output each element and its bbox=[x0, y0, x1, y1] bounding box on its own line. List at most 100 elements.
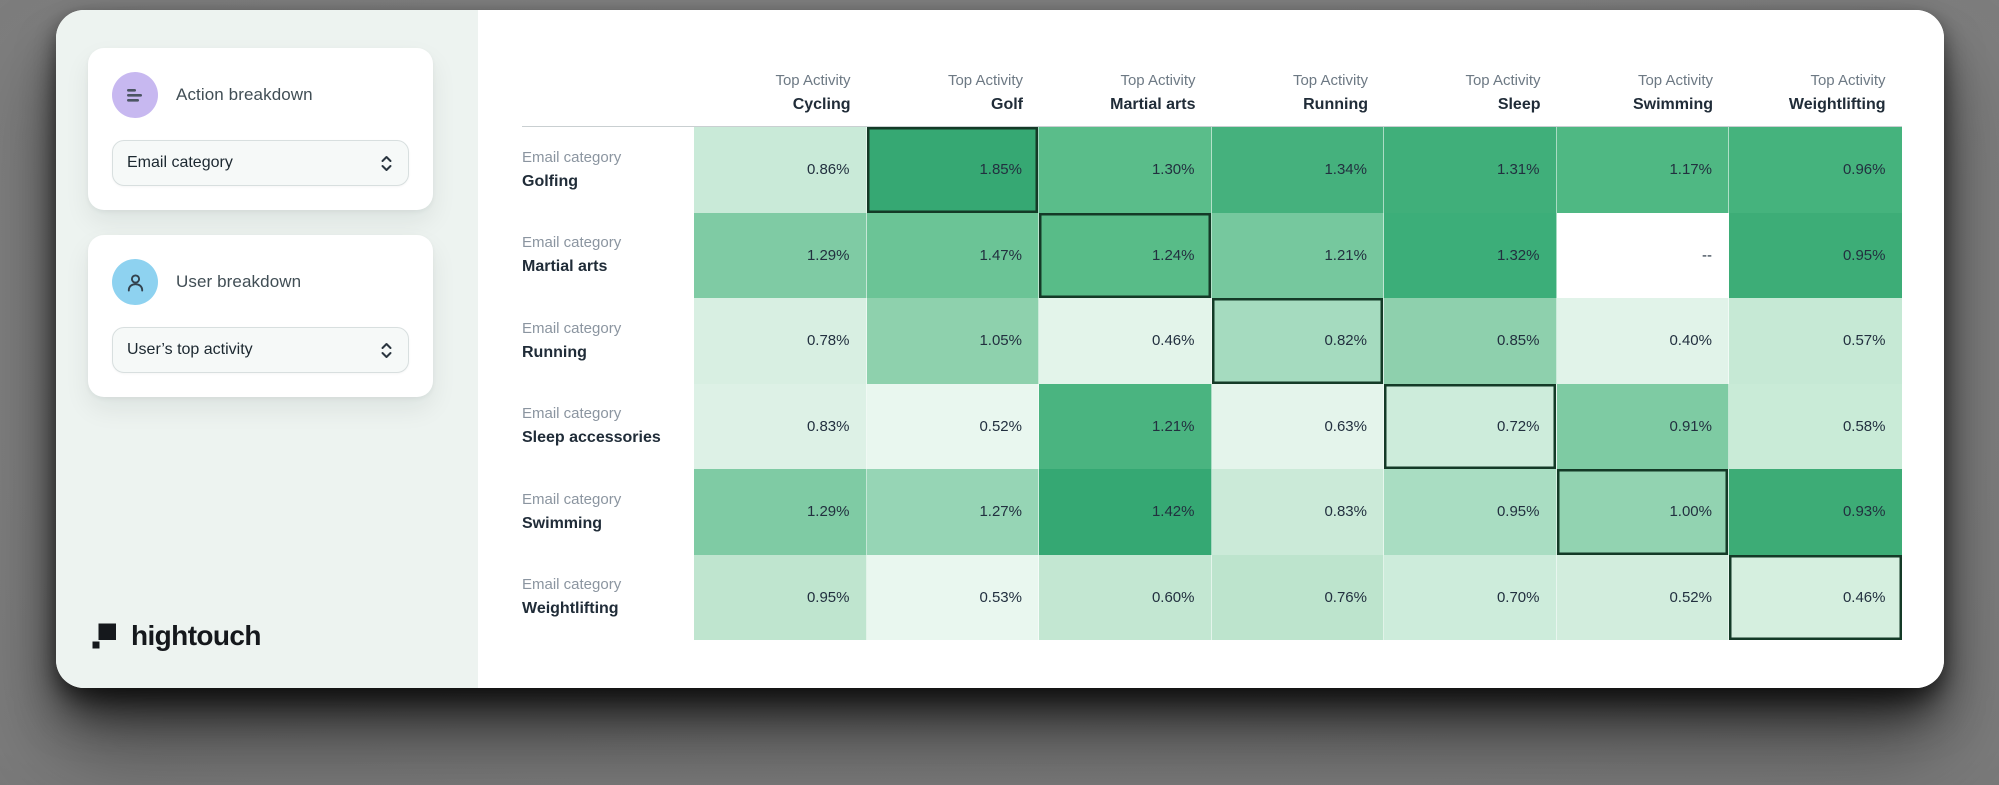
hightouch-logo: hightouch bbox=[90, 620, 262, 652]
user-activity-select[interactable]: User’s top activity bbox=[112, 327, 409, 373]
panel-title-action: Action breakdown bbox=[176, 85, 313, 104]
heatmap-cell[interactable]: 0.95% bbox=[694, 554, 867, 640]
logo-wordmark: hightouch bbox=[131, 620, 262, 651]
cell-value: 1.34% bbox=[1324, 161, 1367, 179]
row-label: Email category Running bbox=[522, 298, 694, 384]
row-label-prefix: Email category bbox=[522, 319, 622, 337]
user-breakdown-panel: User breakdown User’s top activity bbox=[88, 235, 433, 397]
heatmap-cell[interactable]: 0.57% bbox=[1729, 298, 1902, 384]
cell-value: 1.31% bbox=[1496, 161, 1540, 179]
user-select-value: User’s top activity bbox=[127, 341, 253, 358]
logo-flag-icon bbox=[92, 623, 116, 649]
heatmap-cell[interactable]: 0.52% bbox=[866, 383, 1039, 469]
heatmap-cell[interactable]: 0.83% bbox=[1211, 469, 1384, 555]
col-header-prefix: Top Activity bbox=[1810, 72, 1886, 89]
col-header-name: Swimming bbox=[1632, 96, 1713, 113]
heatmap-cell[interactable]: 0.76% bbox=[1211, 554, 1384, 640]
row-label-prefix: Email category bbox=[522, 234, 622, 252]
col-header-name: Cycling bbox=[792, 96, 851, 113]
heatmap-cell[interactable]: 1.31% bbox=[1384, 127, 1557, 213]
heatmap-cell[interactable]: 0.40% bbox=[1556, 298, 1729, 384]
col-header-prefix: Top Activity bbox=[1120, 72, 1196, 89]
cell-value: 0.52% bbox=[979, 417, 1022, 435]
heatmap-cell[interactable]: 0.85% bbox=[1384, 298, 1557, 384]
col-header-name: Sleep bbox=[1497, 96, 1541, 113]
heatmap-cell[interactable]: 1.34% bbox=[1211, 127, 1384, 213]
heatmap-cell[interactable]: 1.85% bbox=[866, 127, 1039, 213]
heatmap-cell[interactable]: 1.47% bbox=[866, 212, 1039, 298]
heatmap-cell[interactable]: 0.95% bbox=[1384, 469, 1557, 555]
heatmap-cell[interactable]: 0.95% bbox=[1729, 212, 1902, 298]
heatmap-cell[interactable]: 1.27% bbox=[866, 469, 1039, 555]
heatmap-cell[interactable]: 0.82% bbox=[1211, 298, 1384, 384]
col-header-prefix: Top Activity bbox=[1292, 72, 1368, 89]
heatmap: Top Activity Cycling Top Activity Golf Top A… bbox=[522, 39, 1902, 640]
row-label: Email category Golfing bbox=[522, 127, 694, 213]
cell-value: 0.76% bbox=[1324, 588, 1367, 606]
heatmap-cell[interactable]: 1.21% bbox=[1039, 383, 1212, 469]
heatmap-cell[interactable]: 1.05% bbox=[866, 298, 1039, 384]
heatmap-cell[interactable]: 1.29% bbox=[694, 469, 867, 555]
row-label-name: Martial arts bbox=[522, 258, 608, 276]
heatmap-cell[interactable]: 0.52% bbox=[1556, 554, 1729, 640]
heatmap-cell[interactable]: 0.46% bbox=[1039, 298, 1212, 384]
cell-value: 0.60% bbox=[1151, 588, 1195, 606]
col-header-prefix: Top Activity bbox=[775, 72, 851, 89]
cell-value: 0.53% bbox=[979, 588, 1022, 606]
cell-value: 0.93% bbox=[1842, 503, 1886, 521]
cell-value: 0.78% bbox=[806, 332, 850, 350]
heatmap-cell[interactable]: 0.78% bbox=[694, 298, 867, 384]
heatmap-cell[interactable]: 0.86% bbox=[694, 127, 867, 213]
cell-value: 0.95% bbox=[806, 588, 850, 606]
cell-value: 0.46% bbox=[1842, 588, 1886, 606]
cell-value: 0.58% bbox=[1842, 417, 1886, 435]
heatmap-cell[interactable]: 0.60% bbox=[1039, 554, 1212, 640]
heatmap-cell[interactable]: 1.17% bbox=[1556, 127, 1729, 213]
col-header-name: Golf bbox=[991, 96, 1023, 113]
heatmap-cell[interactable]: 0.70% bbox=[1384, 554, 1557, 640]
cell-value: 0.91% bbox=[1669, 417, 1712, 435]
heatmap-cell[interactable]: 1.21% bbox=[1211, 212, 1384, 298]
col-header: Top Activity Sleep bbox=[1384, 39, 1557, 127]
heatmap-cell[interactable]: 1.42% bbox=[1039, 469, 1212, 555]
heatmap-cell[interactable]: 1.29% bbox=[694, 212, 867, 298]
heatmap-cell[interactable]: 0.83% bbox=[694, 383, 867, 469]
row-label-prefix: Email category bbox=[522, 405, 622, 423]
action-breakdown-panel: Action breakdown Email category bbox=[88, 48, 433, 210]
heatmap-cell[interactable]: 0.53% bbox=[866, 554, 1039, 640]
cell-value: 0.40% bbox=[1669, 332, 1712, 350]
action-list-icon bbox=[112, 72, 158, 118]
row-label-name: Weightlifting bbox=[522, 600, 619, 618]
action-category-select[interactable]: Email category bbox=[112, 140, 409, 186]
col-header: Top Activity Running bbox=[1211, 39, 1384, 127]
panel-title-user: User breakdown bbox=[176, 272, 302, 291]
heatmap-cell[interactable]: 1.24% bbox=[1039, 212, 1212, 298]
heatmap-cell[interactable]: 0.58% bbox=[1729, 383, 1902, 469]
cell-value: 1.21% bbox=[1151, 417, 1195, 435]
col-header-name: Martial arts bbox=[1110, 96, 1196, 113]
heatmap-cell[interactable]: 0.96% bbox=[1729, 127, 1902, 213]
heatmap-cell[interactable]: 0.93% bbox=[1729, 469, 1902, 555]
heatmap-cell[interactable]: 0.72% bbox=[1384, 383, 1557, 469]
row-label: Email category Sleep accessories bbox=[522, 384, 694, 470]
cell-value: 0.46% bbox=[1151, 332, 1195, 350]
cell-value: 0.95% bbox=[1842, 246, 1886, 264]
row-label-name: Swimming bbox=[522, 514, 603, 532]
heatmap-cell[interactable]: -- bbox=[1556, 212, 1729, 298]
heatmap-cell[interactable]: 0.46% bbox=[1729, 554, 1902, 640]
col-header-name: Running bbox=[1303, 96, 1368, 113]
cell-value: 1.27% bbox=[979, 503, 1022, 521]
col-header: Top Activity Golf bbox=[866, 39, 1039, 127]
col-header-prefix: Top Activity bbox=[1465, 72, 1541, 89]
heatmap-cell[interactable]: 1.00% bbox=[1556, 469, 1729, 555]
row-label: Email category Weightlifting bbox=[522, 555, 694, 641]
heatmap-cell[interactable]: 0.91% bbox=[1556, 383, 1729, 469]
heatmap-cell[interactable]: 0.63% bbox=[1211, 383, 1384, 469]
heatmap-cell[interactable]: 1.32% bbox=[1384, 212, 1557, 298]
row-label-prefix: Email category bbox=[522, 148, 622, 166]
row-label: Email category Martial arts bbox=[522, 213, 694, 299]
col-header: Top Activity Weightlifting bbox=[1729, 39, 1902, 127]
row-label-name: Running bbox=[522, 343, 587, 361]
cell-value: 1.30% bbox=[1151, 161, 1195, 179]
heatmap-cell[interactable]: 1.30% bbox=[1039, 127, 1212, 213]
